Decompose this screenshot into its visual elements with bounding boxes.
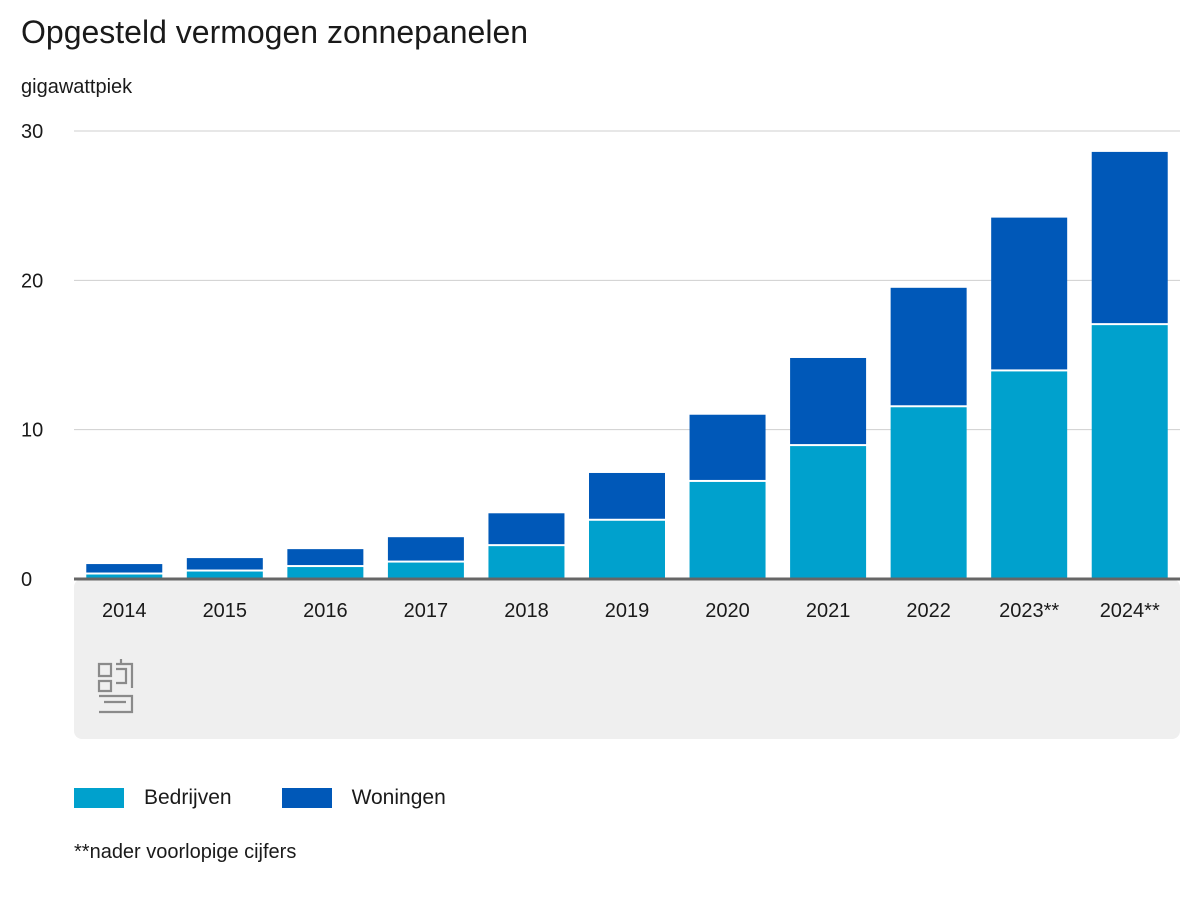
bar-bedrijven-2018 bbox=[488, 546, 565, 579]
y-axis-label: gigawattpiek bbox=[21, 76, 133, 98]
legend-item-woningen: Woningen bbox=[281, 786, 446, 810]
footnote: **nader voorlopige cijfers bbox=[74, 841, 297, 863]
y-tick-label: 0 bbox=[21, 569, 32, 591]
x-tick-label: 2016 bbox=[303, 600, 348, 622]
bar-bedrijven-2021 bbox=[790, 446, 867, 579]
legend-label: Woningen bbox=[351, 786, 446, 809]
x-tick-label: 2024** bbox=[1100, 600, 1160, 622]
y-tick-label: 10 bbox=[21, 420, 43, 442]
bar-bedrijven-2024 bbox=[1091, 325, 1168, 579]
bar-woningen-2017 bbox=[387, 537, 464, 561]
x-tick-label: 2018 bbox=[504, 600, 549, 622]
bar-woningen-2016 bbox=[287, 549, 364, 566]
bar-woningen-2015 bbox=[186, 558, 263, 570]
bar-woningen-2019 bbox=[589, 472, 665, 519]
legend-swatch bbox=[281, 788, 332, 808]
legend-swatch bbox=[74, 788, 124, 808]
x-tick-labels: 2014 2015 2016 2017 2018 2019 2020 2021 2022 2023… bbox=[102, 600, 1160, 622]
bar-bedrijven-2020 bbox=[689, 481, 766, 579]
bar-woningen-2021 bbox=[790, 357, 867, 445]
bar-bedrijven-2023 bbox=[991, 371, 1068, 579]
x-tick-label: 2022 bbox=[906, 600, 951, 622]
bar-bedrijven-2014 bbox=[86, 574, 163, 579]
bar-bedrijven-2016 bbox=[287, 567, 364, 579]
bar-woningen-2020 bbox=[689, 414, 766, 480]
x-tick-label: 2014 bbox=[102, 600, 147, 622]
x-tick-label: 2015 bbox=[203, 600, 248, 622]
bar-woningen-2024 bbox=[1091, 151, 1168, 324]
x-tick-label: 2023** bbox=[999, 600, 1059, 622]
cbs-logo-icon bbox=[97, 659, 134, 714]
bar-woningen-2018 bbox=[488, 513, 565, 545]
chart-title: Opgesteld vermogen zonnepanelen bbox=[21, 14, 529, 50]
legend-item-bedrijven: Bedrijven bbox=[74, 786, 232, 810]
x-tick-label: 2020 bbox=[705, 600, 750, 622]
bar-woningen-2022 bbox=[890, 287, 967, 406]
y-tick-labels: 0 10 20 30 bbox=[21, 121, 43, 591]
bar-woningen-2023 bbox=[991, 217, 1068, 370]
bar-bedrijven-2019 bbox=[589, 520, 665, 579]
bar-bedrijven-2015 bbox=[186, 571, 263, 579]
x-tick-label: 2019 bbox=[605, 600, 650, 622]
x-tick-label: 2017 bbox=[404, 600, 449, 622]
legend: Bedrijven Woningen bbox=[74, 786, 496, 810]
y-tick-label: 20 bbox=[21, 270, 43, 292]
bars bbox=[86, 151, 1168, 579]
bar-bedrijven-2017 bbox=[387, 562, 464, 579]
x-axis-band bbox=[74, 579, 1180, 739]
y-tick-label: 30 bbox=[21, 121, 43, 143]
x-tick-label: 2021 bbox=[806, 600, 851, 622]
bar-woningen-2014 bbox=[86, 564, 163, 573]
legend-label: Bedrijven bbox=[144, 786, 232, 809]
bar-bedrijven-2022 bbox=[890, 407, 967, 579]
